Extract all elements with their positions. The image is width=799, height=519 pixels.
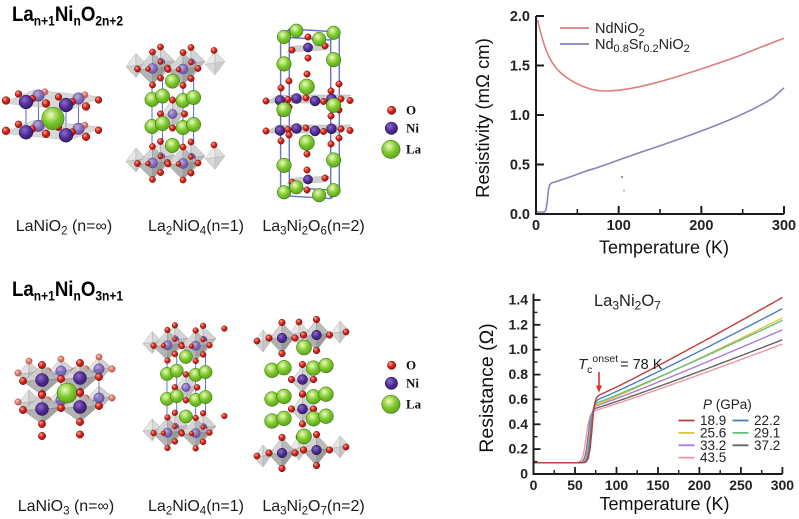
svg-text:25.6: 25.6: [700, 425, 726, 440]
svg-text:100: 100: [607, 218, 631, 234]
svg-text:33.2: 33.2: [700, 438, 726, 453]
svg-text:1.0: 1.0: [510, 108, 530, 124]
svg-text:0: 0: [530, 477, 538, 493]
svg-text:Lan+1NinO3n+1: Lan+1NinO3n+1: [12, 278, 123, 304]
svg-text:250: 250: [729, 477, 753, 493]
svg-text:La2NiO4(n=1): La2NiO4(n=1): [148, 218, 244, 238]
svg-text:P (GPa): P (GPa): [703, 397, 752, 412]
svg-text:0.5: 0.5: [510, 158, 530, 174]
svg-text:Ni: Ni: [406, 121, 419, 136]
svg-text:Temperature (K): Temperature (K): [599, 494, 729, 514]
svg-text:0.4: 0.4: [509, 416, 529, 432]
svg-text:La3Ni2O7(n=2): La3Ni2O7(n=2): [262, 498, 364, 518]
svg-text:29.1: 29.1: [754, 425, 780, 440]
svg-text:37.2: 37.2: [754, 438, 780, 453]
svg-text:200: 200: [688, 477, 712, 493]
svg-text:300: 300: [771, 477, 795, 493]
svg-text:Resistance (Ω): Resistance (Ω): [476, 323, 498, 452]
svg-text:La3Ni2O7: La3Ni2O7: [594, 292, 661, 313]
svg-text:100: 100: [605, 477, 629, 493]
svg-text:43.5: 43.5: [700, 450, 726, 465]
svg-text:La3Ni2O6(n=2): La3Ni2O6(n=2): [262, 218, 364, 238]
svg-text:0.6: 0.6: [509, 391, 529, 407]
svg-text:22.2: 22.2: [754, 413, 780, 428]
svg-text:150: 150: [646, 477, 670, 493]
svg-text:0.0: 0.0: [510, 207, 530, 223]
svg-text:O: O: [406, 358, 416, 373]
svg-text:NdNiO2: NdNiO2: [595, 21, 645, 39]
svg-text:50: 50: [567, 477, 583, 493]
svg-text:1.2: 1.2: [509, 316, 529, 332]
svg-text:0.8: 0.8: [509, 366, 529, 382]
svg-text:0: 0: [532, 218, 540, 234]
svg-text:0: 0: [520, 466, 528, 482]
svg-text:La: La: [406, 142, 422, 157]
svg-text:0.2: 0.2: [509, 441, 529, 457]
svg-text:La2NiO4(n=1): La2NiO4(n=1): [148, 498, 244, 518]
svg-text:1.5: 1.5: [510, 59, 530, 75]
svg-text:18.9: 18.9: [700, 413, 726, 428]
svg-text:Ni: Ni: [406, 376, 419, 391]
svg-text:O: O: [406, 103, 416, 118]
svg-text:LaNiO2 (n=∞): LaNiO2 (n=∞): [16, 218, 113, 238]
svg-text:La: La: [406, 397, 422, 412]
svg-text:1.4: 1.4: [509, 292, 529, 308]
svg-text:Tconset= 78 K: Tconset = 78 K: [578, 353, 663, 376]
svg-text:1.0: 1.0: [509, 341, 529, 357]
svg-text:Nd0.8Sr0.2NiO2: Nd0.8Sr0.2NiO2: [595, 37, 690, 55]
svg-text:Lan+1NinO2n+2: Lan+1NinO2n+2: [12, 3, 123, 29]
svg-text:2.0: 2.0: [510, 9, 530, 25]
svg-text:Temperature (K): Temperature (K): [599, 238, 729, 258]
svg-text:Resistivity (mΩ cm): Resistivity (mΩ cm): [472, 38, 493, 198]
svg-text:300: 300: [772, 218, 796, 234]
svg-text:LaNiO3 (n=∞): LaNiO3 (n=∞): [18, 498, 115, 518]
svg-text:200: 200: [689, 218, 713, 234]
